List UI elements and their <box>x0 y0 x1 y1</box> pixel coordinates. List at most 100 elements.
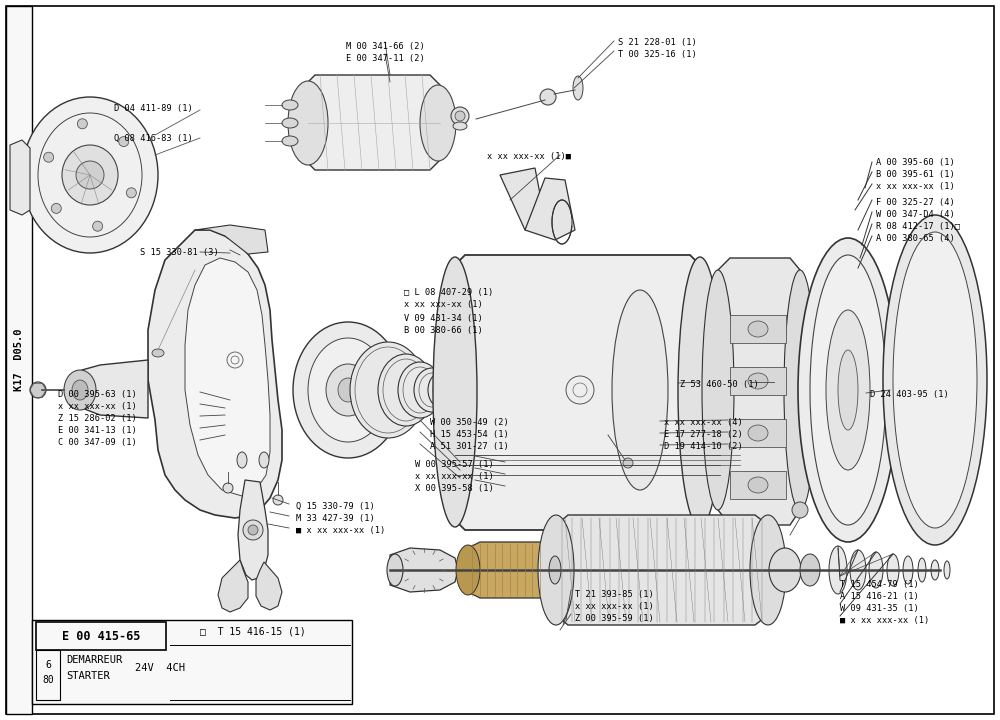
Text: Z 53 460-50 (1): Z 53 460-50 (1) <box>680 380 759 389</box>
Ellipse shape <box>451 107 469 125</box>
Text: D 04 411-89 (1): D 04 411-89 (1) <box>114 104 193 113</box>
Ellipse shape <box>326 364 370 416</box>
Polygon shape <box>556 515 768 625</box>
Ellipse shape <box>62 145 118 205</box>
Ellipse shape <box>903 556 913 584</box>
Ellipse shape <box>792 502 808 518</box>
Ellipse shape <box>64 370 96 410</box>
Ellipse shape <box>887 554 899 586</box>
Text: 6: 6 <box>45 660 51 670</box>
Text: ■ x xx xxx-xx (1): ■ x xx xxx-xx (1) <box>840 616 929 625</box>
Text: □ L 08 407-29 (1): □ L 08 407-29 (1) <box>404 288 493 297</box>
Bar <box>32 620 352 704</box>
Ellipse shape <box>420 85 456 161</box>
Ellipse shape <box>549 556 561 584</box>
Ellipse shape <box>288 81 328 165</box>
Text: V 09 431-34 (1): V 09 431-34 (1) <box>404 314 483 323</box>
Text: E 00 415-65: E 00 415-65 <box>62 629 140 642</box>
Text: W 00 395-57 (1): W 00 395-57 (1) <box>415 460 494 469</box>
Ellipse shape <box>712 460 728 470</box>
Text: C 00 347-09 (1): C 00 347-09 (1) <box>58 438 137 447</box>
Bar <box>36 622 166 650</box>
Bar <box>36 650 60 700</box>
Text: W 09 431-35 (1): W 09 431-35 (1) <box>840 604 919 613</box>
Ellipse shape <box>456 545 480 595</box>
Ellipse shape <box>573 76 583 100</box>
Polygon shape <box>305 75 440 170</box>
Ellipse shape <box>850 550 866 590</box>
Ellipse shape <box>748 321 768 337</box>
Ellipse shape <box>931 560 939 580</box>
Text: x xx xxx-xx (1): x xx xxx-xx (1) <box>415 472 494 481</box>
Ellipse shape <box>282 136 298 146</box>
Ellipse shape <box>237 452 247 468</box>
Ellipse shape <box>259 452 269 468</box>
Polygon shape <box>238 480 268 580</box>
Ellipse shape <box>398 362 442 418</box>
Ellipse shape <box>243 520 263 540</box>
Polygon shape <box>718 258 800 525</box>
Ellipse shape <box>378 354 434 426</box>
Text: D 00 395-63 (1): D 00 395-63 (1) <box>58 390 137 399</box>
Ellipse shape <box>282 100 298 110</box>
Ellipse shape <box>800 554 820 586</box>
Text: B 00 395-61 (1): B 00 395-61 (1) <box>876 170 955 179</box>
Ellipse shape <box>433 257 477 527</box>
Ellipse shape <box>893 232 977 528</box>
Text: X 00 395-58 (1): X 00 395-58 (1) <box>415 484 494 493</box>
Ellipse shape <box>838 350 858 430</box>
Text: W 00 350-49 (2): W 00 350-49 (2) <box>430 418 509 427</box>
Ellipse shape <box>826 310 870 470</box>
Text: 80: 80 <box>42 675 54 685</box>
Ellipse shape <box>798 238 898 542</box>
Text: S 21 228-01 (1): S 21 228-01 (1) <box>618 38 697 47</box>
Polygon shape <box>256 562 282 610</box>
Text: x xx xxx-xx (1): x xx xxx-xx (1) <box>404 300 483 309</box>
Polygon shape <box>455 255 700 530</box>
Ellipse shape <box>712 470 728 480</box>
Text: T 21 393-85 (1): T 21 393-85 (1) <box>575 590 654 599</box>
Bar <box>730 315 786 343</box>
Ellipse shape <box>414 368 450 412</box>
Ellipse shape <box>308 338 388 442</box>
Text: D 24 403-95 (1): D 24 403-95 (1) <box>870 390 949 399</box>
Ellipse shape <box>829 546 847 594</box>
Text: Q 15 330-79 (1): Q 15 330-79 (1) <box>296 502 375 511</box>
Ellipse shape <box>44 152 54 162</box>
Ellipse shape <box>152 349 164 357</box>
Ellipse shape <box>810 255 886 525</box>
Polygon shape <box>468 542 552 598</box>
Ellipse shape <box>282 118 298 128</box>
Text: F 00 325-27 (4): F 00 325-27 (4) <box>876 198 955 207</box>
Text: A 00 395-60 (1): A 00 395-60 (1) <box>876 158 955 167</box>
Text: E 00 347-11 (2): E 00 347-11 (2) <box>346 54 424 63</box>
Bar <box>6 6 32 714</box>
Bar <box>730 471 786 499</box>
Ellipse shape <box>748 425 768 441</box>
Ellipse shape <box>748 477 768 493</box>
Ellipse shape <box>678 257 722 527</box>
Ellipse shape <box>77 119 87 129</box>
Ellipse shape <box>93 221 103 231</box>
Ellipse shape <box>387 554 403 586</box>
Ellipse shape <box>453 122 467 130</box>
Ellipse shape <box>538 515 574 625</box>
Text: Z 00 395-59 (1): Z 00 395-59 (1) <box>575 614 654 623</box>
Text: D 19 414-10 (2): D 19 414-10 (2) <box>664 442 743 451</box>
Ellipse shape <box>22 97 158 253</box>
Text: □  T 15 416-15 (1): □ T 15 416-15 (1) <box>200 627 306 637</box>
Ellipse shape <box>30 382 46 398</box>
Text: K17  D05.0: K17 D05.0 <box>14 329 24 391</box>
Polygon shape <box>78 360 148 418</box>
Ellipse shape <box>748 373 768 389</box>
Ellipse shape <box>273 495 283 505</box>
Text: H 15 453-54 (1): H 15 453-54 (1) <box>430 430 509 439</box>
Ellipse shape <box>712 450 728 460</box>
Text: Q 08 416-83 (1): Q 08 416-83 (1) <box>114 134 193 143</box>
Ellipse shape <box>72 380 88 400</box>
Polygon shape <box>195 225 268 254</box>
Ellipse shape <box>350 342 426 438</box>
Ellipse shape <box>248 525 258 535</box>
Text: S 15 330-81 (3): S 15 330-81 (3) <box>140 248 219 257</box>
Text: A 00 380-65 (4): A 00 380-65 (4) <box>876 234 955 243</box>
